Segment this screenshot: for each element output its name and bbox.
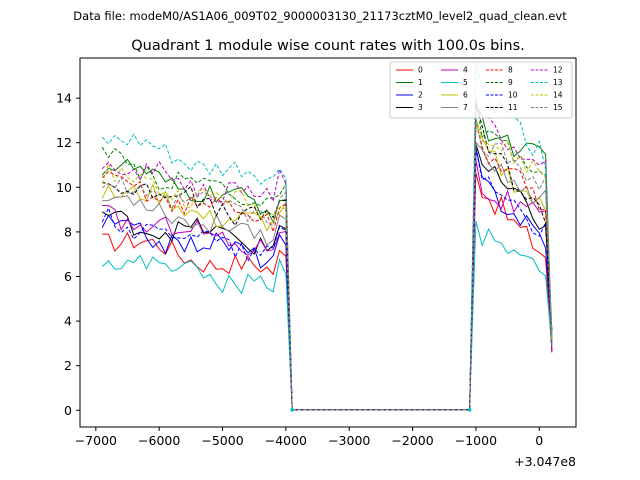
y-tick-label: 8 [64, 224, 72, 239]
series-line-8 [101, 122, 553, 411]
series-line-10 [101, 148, 553, 411]
series-line-4 [102, 160, 553, 411]
y-axis: 0 2 4 6 8 10 12 14 [56, 91, 80, 418]
legend-label: 8 [508, 66, 513, 75]
legend-label: 12 [553, 66, 563, 75]
y-tick-label: 14 [56, 91, 72, 106]
legend-label: 14 [553, 91, 563, 100]
y-tick-label: 4 [64, 314, 72, 329]
legend-label: 4 [463, 66, 468, 75]
series-line-6 [101, 119, 553, 411]
axes-frame [79, 57, 577, 428]
series-line-3 [101, 143, 553, 411]
x-tick-label: 0 [535, 433, 543, 448]
series-line-5 [101, 220, 553, 411]
legend-label: 13 [553, 78, 563, 87]
legend-label: 9 [508, 78, 513, 87]
drop-marker [467, 408, 472, 412]
y-tick-label: 6 [64, 269, 72, 284]
x-tick-label: −1000 [455, 433, 497, 448]
x-tick-label: −2000 [391, 433, 433, 448]
series-line-15 [101, 119, 553, 411]
series-line-1 [101, 104, 553, 411]
y-tick-label: 0 [64, 403, 72, 418]
series-line-12 [101, 106, 553, 411]
y-tick-label: 12 [56, 135, 72, 150]
x-tick-label: −3000 [328, 433, 370, 448]
series-line-14 [101, 124, 553, 411]
legend-label: 2 [418, 91, 423, 100]
legend-label: 0 [418, 66, 423, 75]
legend-label: 5 [463, 78, 468, 87]
chart-title: Quadrant 1 module wise count rates with … [131, 38, 525, 54]
x-offset-label: +3.047e8 [514, 454, 576, 469]
legend-label: 1 [418, 78, 423, 87]
legend-label: 11 [508, 103, 518, 112]
plot-lines [101, 61, 553, 411]
x-tick-label: −4000 [265, 433, 307, 448]
chart-suptitle: Data file: modeM0/AS1A06_009T02_90000031… [73, 9, 567, 23]
legend-label: 10 [508, 91, 518, 100]
series-line-7 [102, 140, 553, 411]
drop-marker [290, 408, 295, 412]
y-tick-label: 10 [56, 180, 72, 195]
y-tick-label: 2 [64, 358, 72, 373]
x-tick-label: −6000 [138, 433, 180, 448]
series-line-0 [102, 172, 553, 411]
legend-label: 15 [553, 103, 563, 112]
legend-label: 6 [463, 91, 468, 100]
x-tick-label: −7000 [75, 433, 117, 448]
legend-box [389, 61, 573, 119]
x-tick-label: −5000 [201, 433, 243, 448]
x-axis: −7000 −6000 −5000 −4000 −3000 −2000 −1000 0 [75, 427, 543, 448]
series-line-9 [101, 99, 553, 411]
legend-label: 7 [463, 103, 468, 112]
drop-markers [290, 408, 472, 412]
series-line-11 [102, 102, 553, 411]
legend-label: 3 [418, 103, 423, 112]
